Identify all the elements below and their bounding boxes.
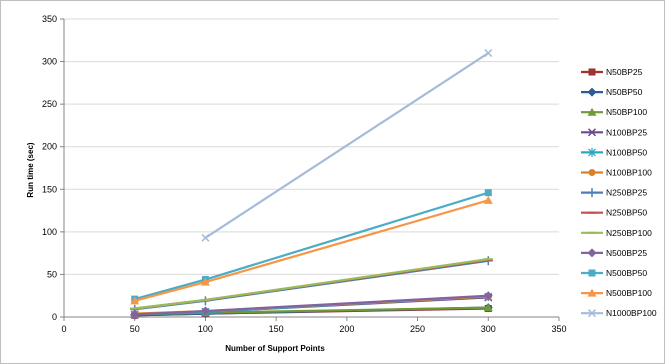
data-point	[483, 291, 493, 301]
x-tick-label: 350	[551, 324, 566, 334]
y-tick-label: 350	[42, 14, 57, 24]
series-line	[204, 52, 489, 239]
y-tick-label: 200	[42, 142, 57, 152]
legend-label: N100BP50	[606, 147, 647, 157]
y-tick-label: 150	[42, 184, 57, 194]
legend-item: N250BP50	[581, 208, 647, 218]
legend-label: N100BP25	[606, 127, 647, 137]
x-tick-label: 100	[198, 324, 213, 334]
gridlines	[64, 18, 559, 275]
legend-label: N1000BP100	[606, 308, 657, 318]
x-tick-label: 0	[61, 324, 66, 334]
y-axis-title: Run time (sec)	[26, 142, 35, 197]
legend-label: N50BP100	[606, 107, 647, 117]
legend-marker	[587, 248, 597, 258]
legend-label: N500BP50	[606, 268, 647, 278]
legend-item: N50BP100	[581, 107, 647, 117]
x-tick-label: 200	[339, 324, 354, 334]
legend-label: N50BP25	[606, 67, 643, 77]
legend-marker	[587, 128, 597, 137]
legend-item: N250BP25	[581, 188, 647, 198]
y-tick-label: 100	[42, 227, 57, 237]
axes	[60, 18, 560, 321]
y-tick-label: 0	[52, 312, 57, 322]
series-n500bp25	[130, 291, 493, 319]
legend-item: N50BP50	[581, 87, 643, 97]
data-point	[483, 303, 493, 312]
legend: N50BP25 N50BP50 N50BP100 N100BP25 N100BP50 N1…	[581, 67, 657, 318]
legend-item: N250BP100	[581, 228, 652, 238]
legend-marker	[588, 169, 596, 176]
legend-marker	[587, 107, 597, 116]
data-point	[484, 189, 492, 197]
legend-label: N250BP100	[606, 228, 652, 238]
legend-item: N100BP100	[581, 168, 652, 178]
data-point	[130, 309, 140, 319]
y-tick-label: 300	[42, 57, 57, 67]
y-tick-label: 50	[47, 269, 57, 279]
legend-item: N500BP25	[581, 248, 647, 258]
data-point	[200, 277, 210, 286]
x-axis-title: Number of Support Points	[225, 344, 325, 353]
tick-labels: 0 50 100 150 200 250 300 350 0 50 100 150 200 250 300 3…	[42, 14, 567, 334]
legend-label: N250BP50	[606, 208, 647, 218]
legend-label: N100BP100	[606, 168, 652, 178]
x-tick-label: 300	[481, 324, 496, 334]
legend-marker	[587, 309, 597, 318]
legend-item: N50BP25	[581, 67, 643, 77]
x-tick-label: 50	[130, 324, 140, 334]
legend-marker	[587, 87, 597, 97]
legend-item: N500BP50	[581, 268, 647, 278]
series-line	[134, 191, 489, 301]
legend-marker	[587, 288, 597, 297]
x-tick-label: 250	[410, 324, 425, 334]
legend-item: N500BP100	[581, 288, 652, 298]
series-layer	[130, 49, 493, 320]
legend-marker	[587, 188, 597, 198]
data-point	[201, 233, 210, 242]
legend-label: N500BP25	[606, 248, 647, 258]
y-tick-label: 250	[42, 99, 57, 109]
legend-marker	[588, 269, 596, 277]
series-n250bp100	[130, 258, 493, 310]
legend-label: N500BP100	[606, 288, 652, 298]
legend-label: N250BP25	[606, 188, 647, 198]
legend-item: N100BP25	[581, 127, 647, 137]
data-point	[483, 195, 493, 204]
data-point	[200, 306, 210, 316]
data-point	[130, 296, 140, 305]
data-point	[484, 49, 493, 58]
legend-item: N1000BP100	[581, 308, 657, 318]
legend-marker	[588, 68, 596, 76]
legend-label: N50BP50	[606, 87, 643, 97]
series-n500bp100	[130, 195, 493, 305]
x-tick-label: 150	[269, 324, 284, 334]
legend-marker	[588, 147, 596, 157]
legend-item: N100BP50	[581, 147, 647, 157]
series-n1000bp100	[201, 49, 493, 242]
